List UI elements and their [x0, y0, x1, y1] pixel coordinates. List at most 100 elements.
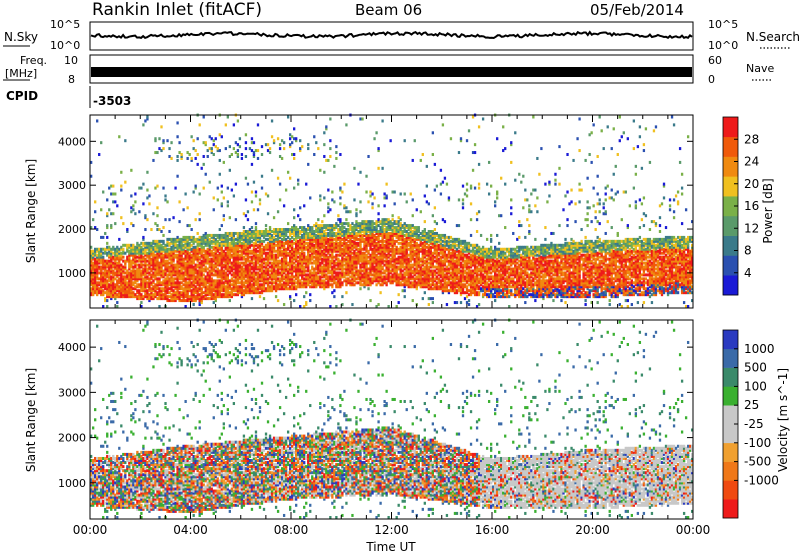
power-cell — [284, 273, 288, 277]
power-cell — [202, 233, 205, 237]
power-cell — [138, 257, 141, 261]
power-cell — [236, 239, 240, 243]
power-cell — [252, 235, 256, 239]
power-cell — [417, 243, 420, 247]
power-cell — [206, 243, 209, 247]
power-cell — [106, 283, 109, 287]
power-cell — [122, 295, 125, 299]
power-cell — [293, 279, 296, 283]
power-cell — [172, 289, 175, 293]
power-cell — [341, 190, 344, 194]
power-cell — [274, 261, 278, 265]
power-cell — [262, 261, 266, 265]
power-cell — [132, 204, 135, 208]
power-cell — [140, 293, 143, 297]
power-cell — [383, 204, 386, 208]
power-cell — [184, 279, 187, 283]
power-cell — [357, 229, 360, 233]
power-cell — [224, 271, 227, 275]
power-cell — [214, 281, 217, 285]
power-cell — [210, 277, 213, 281]
power-cell — [102, 235, 105, 239]
power-cell — [254, 277, 258, 281]
power-cell — [411, 263, 414, 267]
power-cell — [230, 245, 234, 249]
power-cell — [250, 235, 254, 239]
power-cell — [118, 295, 121, 299]
power-cell — [407, 231, 410, 235]
power-cell — [272, 241, 276, 245]
power-cell — [166, 277, 169, 281]
power-cell — [266, 229, 270, 233]
power-cell — [160, 125, 163, 129]
power-cell — [166, 237, 169, 241]
power-cell — [252, 241, 256, 245]
power-cell — [264, 251, 268, 255]
power-cell — [385, 253, 388, 257]
power-cell — [154, 245, 157, 249]
power-cell — [190, 265, 193, 269]
power-cell — [284, 261, 288, 265]
power-cell — [307, 257, 310, 261]
power-cell — [284, 275, 288, 279]
power-cell — [270, 289, 274, 293]
power-cell — [309, 277, 312, 281]
power-cell — [303, 255, 306, 259]
power-cell — [200, 267, 203, 271]
power-cell — [371, 220, 374, 224]
power-cell — [409, 281, 412, 285]
power-cell — [100, 208, 103, 212]
power-cell — [154, 249, 157, 253]
power-cell — [355, 220, 358, 224]
power-cell — [150, 247, 153, 251]
power-cell — [291, 267, 294, 271]
power-cell — [234, 255, 238, 259]
power-cell — [156, 243, 159, 247]
power-cell — [295, 249, 298, 253]
power-cell — [172, 295, 175, 299]
power-cell — [100, 287, 103, 291]
power-cell — [196, 281, 199, 285]
power-cell — [228, 233, 231, 237]
power-cell — [280, 267, 284, 271]
power-cell — [222, 287, 225, 291]
power-cell — [423, 228, 426, 232]
power-cell — [313, 275, 316, 279]
power-cell — [114, 257, 117, 261]
power-cell — [186, 295, 189, 299]
power-cell — [212, 143, 215, 147]
power-cell — [126, 285, 129, 289]
power-cell — [140, 247, 143, 251]
power-cell — [156, 267, 159, 271]
power-cell — [120, 283, 123, 287]
power-cell — [264, 287, 268, 291]
power-cell — [222, 214, 225, 218]
power-cell — [200, 281, 203, 285]
power-cell — [228, 154, 231, 158]
power-cell — [164, 251, 167, 255]
power-cell — [134, 200, 137, 204]
power-cell — [190, 255, 193, 259]
power-cell — [228, 285, 231, 289]
power-cell — [311, 243, 314, 247]
power-cell — [172, 255, 175, 259]
power-cell — [246, 239, 250, 243]
power-cell — [170, 141, 173, 145]
power-cell — [130, 194, 133, 198]
power-cell — [297, 277, 300, 281]
power-cell — [98, 281, 101, 285]
power-cell — [268, 241, 272, 245]
power-cell — [90, 251, 93, 255]
power-cell — [238, 263, 242, 267]
power-cell — [278, 285, 282, 289]
power-cell — [415, 226, 418, 230]
power-cell — [301, 228, 304, 232]
power-cell — [256, 267, 260, 271]
power-cell — [216, 287, 219, 291]
power-cell — [144, 228, 147, 232]
power-cell — [204, 243, 207, 247]
power-cell — [224, 147, 227, 151]
power-cell — [98, 259, 101, 263]
power-cell — [170, 273, 173, 277]
power-cell — [228, 168, 231, 172]
